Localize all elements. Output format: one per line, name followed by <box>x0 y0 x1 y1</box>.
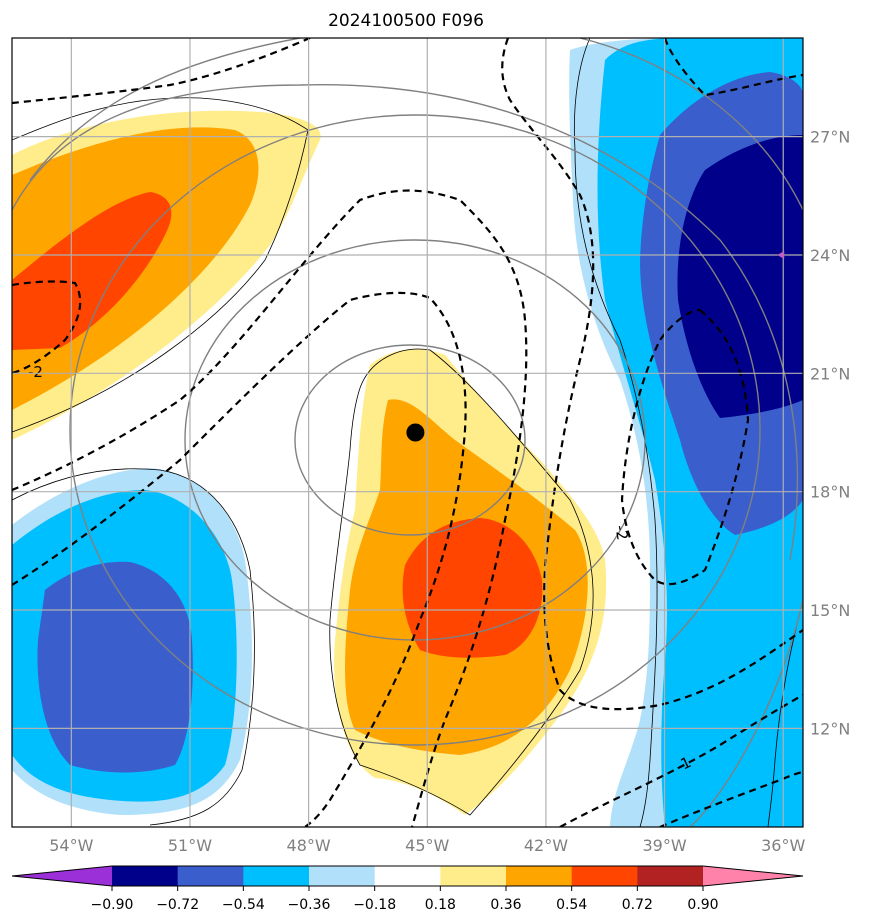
contour-label-nw: -2 <box>28 363 43 381</box>
colorbar-tick-label-9: 0.90 <box>687 897 718 913</box>
contour-labels: -2 -2 -1 <box>28 363 694 776</box>
shade-neg-e-darkest <box>677 135 803 418</box>
colorbar-tick-label-7: 0.54 <box>556 897 587 913</box>
colorbar-extend-high <box>703 866 803 886</box>
y-tick-label-4: 24°N <box>810 246 850 265</box>
x-tick-label-0: 54°W <box>49 836 93 855</box>
storm-center-marker <box>406 423 425 442</box>
x-tick-label-5: 39°W <box>642 836 686 855</box>
colorbar-tick-label-6: 0.36 <box>490 897 521 913</box>
colorbar-tick-label-8: 0.72 <box>622 897 653 913</box>
dashed-contour-top <box>12 38 311 105</box>
y-tick-label-1: 15°N <box>810 601 850 620</box>
gray-arc-top <box>29 38 301 181</box>
colorbar-tick-label-5: 0.18 <box>425 897 456 913</box>
gray-arc-outer <box>12 84 798 561</box>
dashed-contour-bottom-right <box>659 770 803 827</box>
shade-pos-nw-strong <box>12 192 172 350</box>
colorbar-extend-low <box>12 866 112 886</box>
colorbar-segment-2 <box>177 866 244 886</box>
colorbar: −0.90 −0.72 −0.54 −0.36 −0.18 0.18 0.36 0.54 0.7… <box>11 865 804 913</box>
x-tick-label-3: 45°W <box>405 836 449 855</box>
thin-contour-nw <box>12 97 309 433</box>
colorbar-segment-4 <box>309 866 376 886</box>
gray-contours <box>12 38 803 827</box>
gray-ring-2 <box>184 239 646 641</box>
contour-label-east: -2 <box>611 524 631 542</box>
colorbar-segment-1 <box>112 866 179 886</box>
secondary-marker <box>777 250 785 259</box>
dashed-contour-minus2-east <box>620 308 750 586</box>
x-tick-label-4: 42°W <box>524 836 568 855</box>
y-tick-label-2: 18°N <box>810 483 850 502</box>
dashed-contour-nw-loop <box>12 280 82 375</box>
colorbar-tick-label-2: −0.54 <box>222 897 265 913</box>
map-frame <box>11 37 804 828</box>
gray-ring-3 <box>69 114 761 746</box>
y-tick-label-0: 12°N <box>810 719 850 738</box>
colorbar-tick-label-3: −0.36 <box>288 897 331 913</box>
x-tick-label-2: 48°W <box>287 836 331 855</box>
gray-arc-ne <box>579 38 803 211</box>
dashed-contour-mid-1 <box>12 189 528 827</box>
y-tick-label-5: 27°N <box>810 128 850 147</box>
thin-contours <box>12 38 803 827</box>
colorbar-tick-label-4: −0.18 <box>353 897 396 913</box>
contour-label-se: -1 <box>673 753 694 776</box>
thin-contour-sw <box>12 468 255 826</box>
colorbar-segment-7 <box>506 866 573 886</box>
y-tick-label-3: 21°N <box>810 364 850 383</box>
x-axis-ticks: 54°W 51°W 48°W 45°W 42°W 39°W 36°W <box>49 836 805 855</box>
gray-ring-1 <box>294 344 526 536</box>
gridlines <box>12 38 803 827</box>
colorbar-segment-9 <box>637 866 704 886</box>
colorbar-segment-8 <box>571 866 638 886</box>
x-tick-label-6: 36°W <box>761 836 805 855</box>
dashed-contour-mid-2 <box>12 291 467 827</box>
colorbar-tick-label-0: −0.90 <box>91 897 134 913</box>
colorbar-segment-6 <box>440 866 507 886</box>
colorbar-segment-5 <box>374 866 441 886</box>
colorbar-segment-3 <box>243 866 310 886</box>
thin-contour-center <box>329 348 594 816</box>
map-area: -2 -2 -1 <box>12 38 803 827</box>
thin-contour-east <box>574 38 658 827</box>
thin-contour-east2 <box>767 599 803 827</box>
x-tick-label-1: 51°W <box>168 836 212 855</box>
y-axis-ticks: 12°N 15°N 18°N 21°N 24°N 27°N <box>810 128 850 739</box>
colorbar-tick-label-1: −0.72 <box>156 897 199 913</box>
chart-title: 2024100500 F096 <box>328 11 484 31</box>
shade-neg-sw-strong <box>37 561 193 773</box>
